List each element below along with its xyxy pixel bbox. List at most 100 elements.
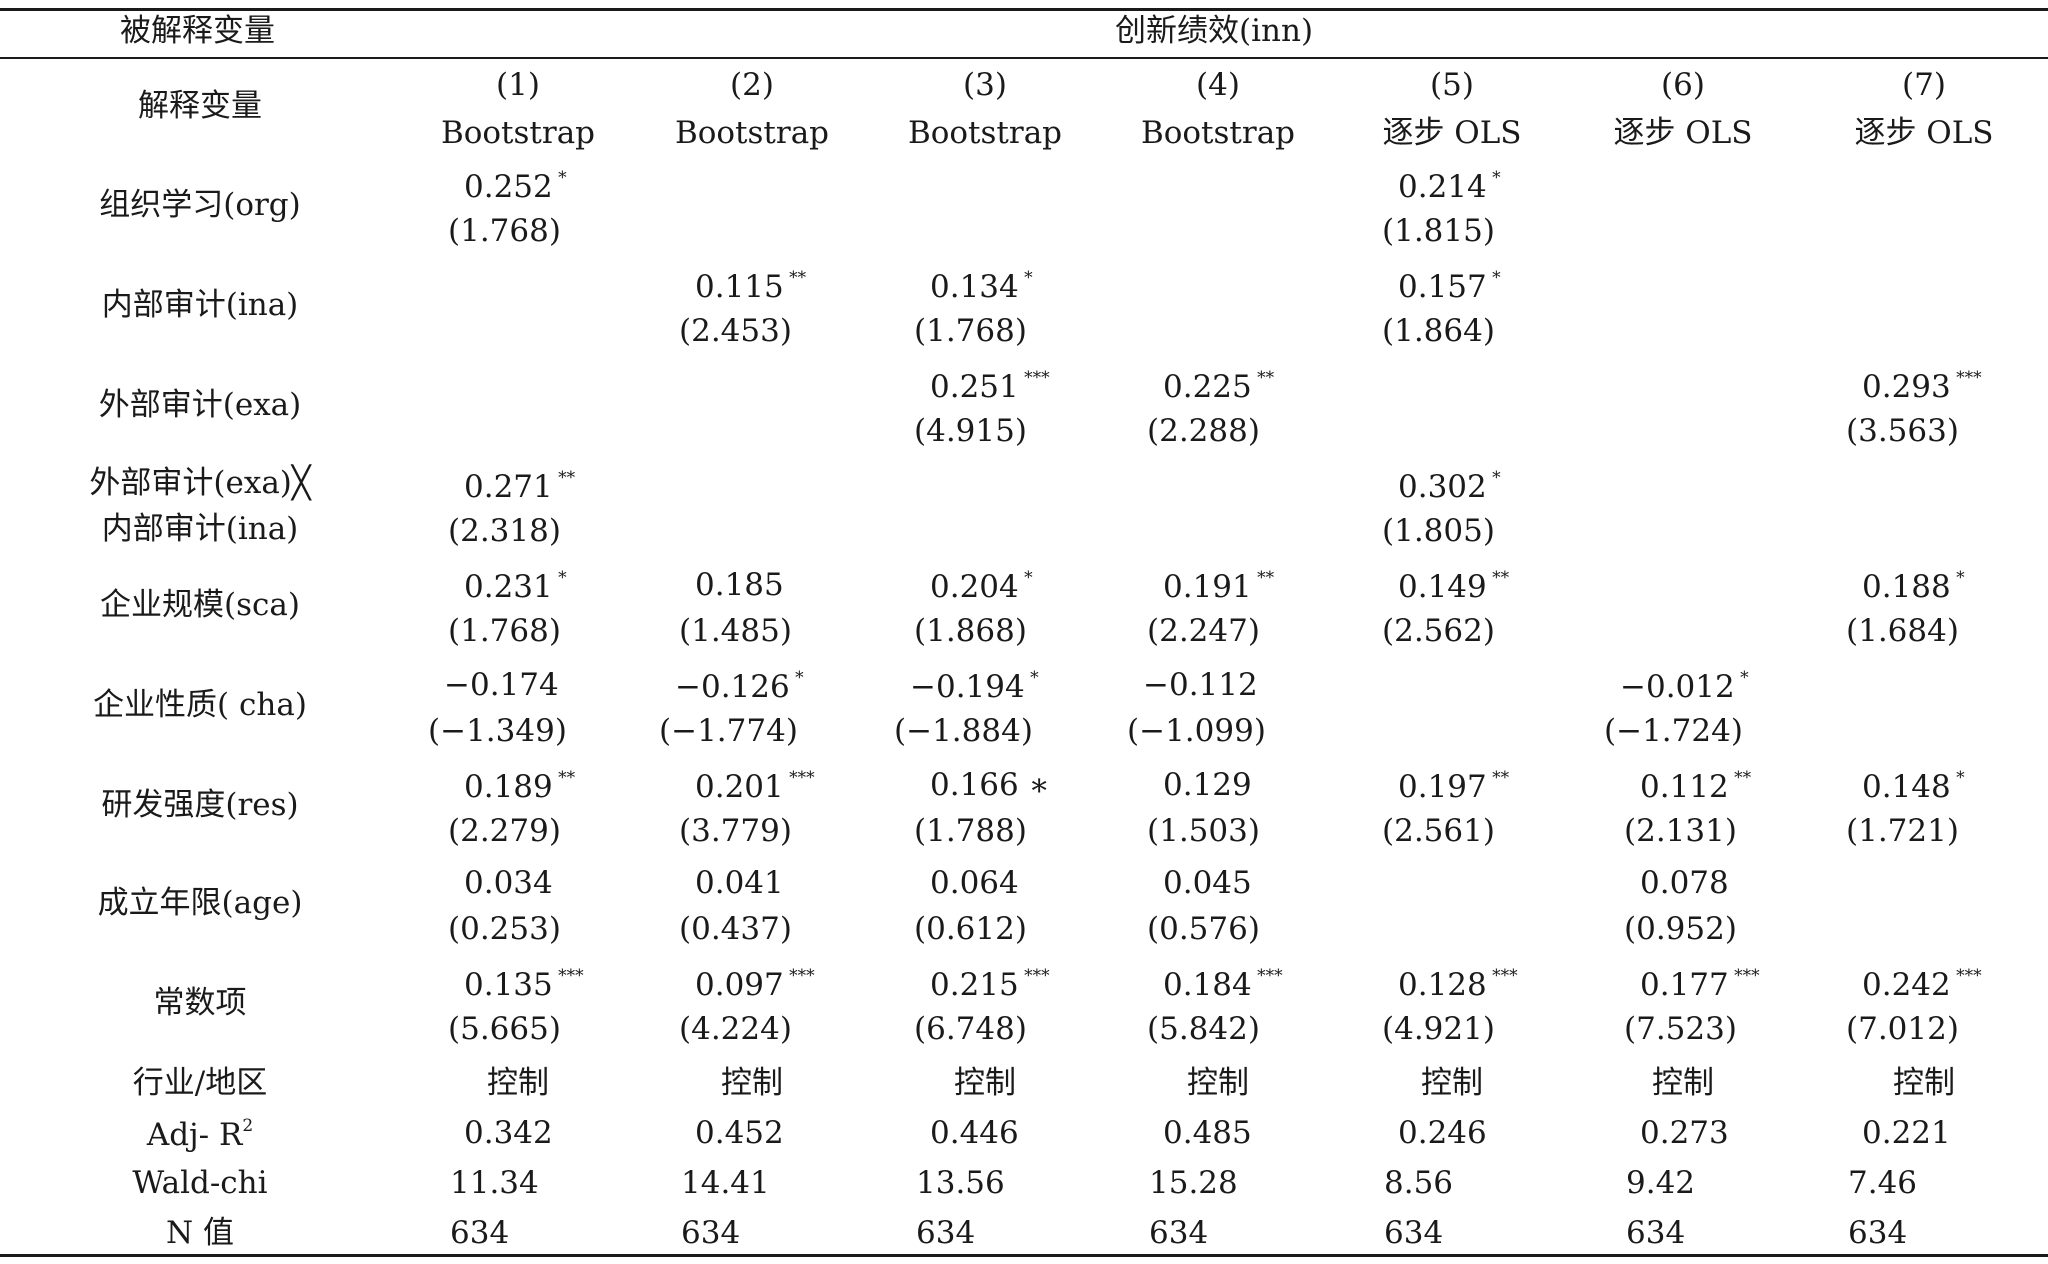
significance-stars: *** <box>1728 966 1760 986</box>
coefficient: 0.188 * <box>1862 570 1965 603</box>
significance-stars: ** <box>1486 768 1510 788</box>
coefficient: −0.012 * <box>1620 670 1749 703</box>
coefficient: 0.097 *** <box>695 968 815 1001</box>
footer-value: 14.41 <box>681 1165 770 1201</box>
coefficient: 0.214 * <box>1398 170 1501 203</box>
footer-label: Adj- R2 <box>0 1118 400 1151</box>
coefficient: −0.112 <box>1143 670 1258 701</box>
t-statistic: (3.779) <box>679 813 792 849</box>
footer-value: 634 <box>450 1215 510 1251</box>
t-statistic: (1.684) <box>1846 613 1959 649</box>
significance-stars: *** <box>1251 966 1283 986</box>
coefficient-value: 0.185 <box>695 567 784 603</box>
significance-stars: *** <box>1950 966 1982 986</box>
significance-stars: * <box>1018 568 1033 588</box>
coefficient-value: 0.189 <box>464 769 553 805</box>
footer-value: 634 <box>1626 1215 1686 1251</box>
t-statistic: (2.247) <box>1147 613 1260 649</box>
t-statistic: (1.864) <box>1382 313 1495 349</box>
footer-value: 7.46 <box>1848 1165 1918 1201</box>
footer-value: 控制 <box>721 1065 783 1101</box>
significance-stars: *** <box>1018 966 1050 986</box>
coefficient: 0.166 ∗ <box>930 770 1050 801</box>
coefficient: 0.302 * <box>1398 470 1501 503</box>
t-statistic: (6.748) <box>914 1011 1027 1047</box>
t-statistic: (2.453) <box>679 313 792 349</box>
row-label-continued: 内部审计(ina) <box>101 511 299 547</box>
footer-value: 8.56 <box>1384 1165 1454 1201</box>
significance-stars: *** <box>552 966 584 986</box>
footer-label-text: 行业/地区 <box>132 1065 268 1101</box>
coefficient-value: 0.242 <box>1862 967 1951 1003</box>
coefficient-value: 0.188 <box>1862 569 1951 605</box>
footer-value: 634 <box>681 1215 741 1251</box>
significance-stars: ** <box>1251 368 1275 388</box>
coefficient: 0.293 *** <box>1862 370 1982 403</box>
t-statistic: (5.665) <box>448 1011 561 1047</box>
t-statistic: (0.437) <box>679 911 792 947</box>
coefficient-value: 0.129 <box>1163 767 1252 803</box>
footer-label: Wald-chi <box>0 1168 400 1199</box>
model-number: (1) <box>496 67 540 103</box>
coefficient: 0.115 ** <box>695 270 806 303</box>
coefficient: 0.189 ** <box>464 770 575 803</box>
footer-value: 0.452 <box>695 1115 784 1151</box>
coefficient: −0.174 <box>444 670 559 701</box>
significance-stars: * <box>1950 768 1965 788</box>
t-statistic: (0.952) <box>1624 911 1737 947</box>
row-label: 成立年限(age) <box>97 885 303 921</box>
coefficient: 0.135 *** <box>464 968 584 1001</box>
coefficient-value: 0.302 <box>1398 469 1487 505</box>
model-method: Bootstrap <box>674 115 830 151</box>
coefficient-value: −0.112 <box>1143 667 1258 703</box>
coefficient: −0.194 * <box>910 670 1039 703</box>
row-label: 企业性质( cha) <box>93 687 307 723</box>
row-label: 组织学习(org) <box>99 187 301 223</box>
footer-label: N 值 <box>0 1218 400 1249</box>
coefficient: 0.034 <box>464 868 553 899</box>
coefficient: 0.064 <box>930 868 1019 899</box>
significance-stars: * <box>789 668 804 688</box>
coefficient-value: 0.128 <box>1398 967 1487 1003</box>
footer-label-text: N 值 <box>166 1215 234 1251</box>
significance-stars: * <box>1486 468 1501 488</box>
t-statistic: (1.768) <box>448 213 561 249</box>
t-statistic: (1.503) <box>1147 813 1260 849</box>
coefficient: 0.177 *** <box>1640 968 1760 1001</box>
significance-stars: ** <box>552 468 576 488</box>
coefficient: −0.126 * <box>675 670 804 703</box>
header-rule <box>0 57 2048 59</box>
footer-value: 634 <box>1149 1215 1209 1251</box>
significance-stars: ** <box>1251 568 1275 588</box>
significance-stars: * <box>1486 268 1501 288</box>
coefficient-value: 0.252 <box>464 169 553 205</box>
t-statistic: (1.868) <box>914 613 1027 649</box>
model-number: (6) <box>1661 67 1705 103</box>
coefficient-value: 0.166 ∗ <box>930 767 1050 803</box>
model-method: Bootstrap <box>440 115 596 151</box>
model-method: 逐步 OLS <box>1613 115 1753 151</box>
footer-value: 0.273 <box>1640 1115 1729 1151</box>
t-statistic: (7.012) <box>1846 1011 1959 1047</box>
footer-value: 9.42 <box>1626 1165 1696 1201</box>
t-statistic: (1.805) <box>1382 513 1495 549</box>
t-statistic: (−1.349) <box>428 713 567 749</box>
coefficient: 0.157 * <box>1398 270 1501 303</box>
coefficient: 0.149 ** <box>1398 570 1509 603</box>
t-statistic: (1.485) <box>679 613 792 649</box>
row-label: 内部审计(ina) <box>101 287 299 323</box>
model-number: (4) <box>1196 67 1240 103</box>
significance-stars: * <box>1950 568 1965 588</box>
coefficient-value: 0.134 <box>930 269 1019 305</box>
coefficient: 0.204 * <box>930 570 1033 603</box>
t-statistic: (−1.099) <box>1127 713 1266 749</box>
footer-value: 控制 <box>1652 1065 1714 1101</box>
footer-value: 0.246 <box>1398 1115 1487 1151</box>
t-statistic: (2.318) <box>448 513 561 549</box>
coefficient-value: 0.225 <box>1163 369 1252 405</box>
coefficient-value: 0.115 <box>695 269 784 305</box>
row-label: 研发强度(res) <box>101 787 299 823</box>
coefficient: 0.231 * <box>464 570 567 603</box>
footer-value: 0.221 <box>1862 1115 1951 1151</box>
footer-label-text: Wald-chi <box>132 1165 268 1201</box>
